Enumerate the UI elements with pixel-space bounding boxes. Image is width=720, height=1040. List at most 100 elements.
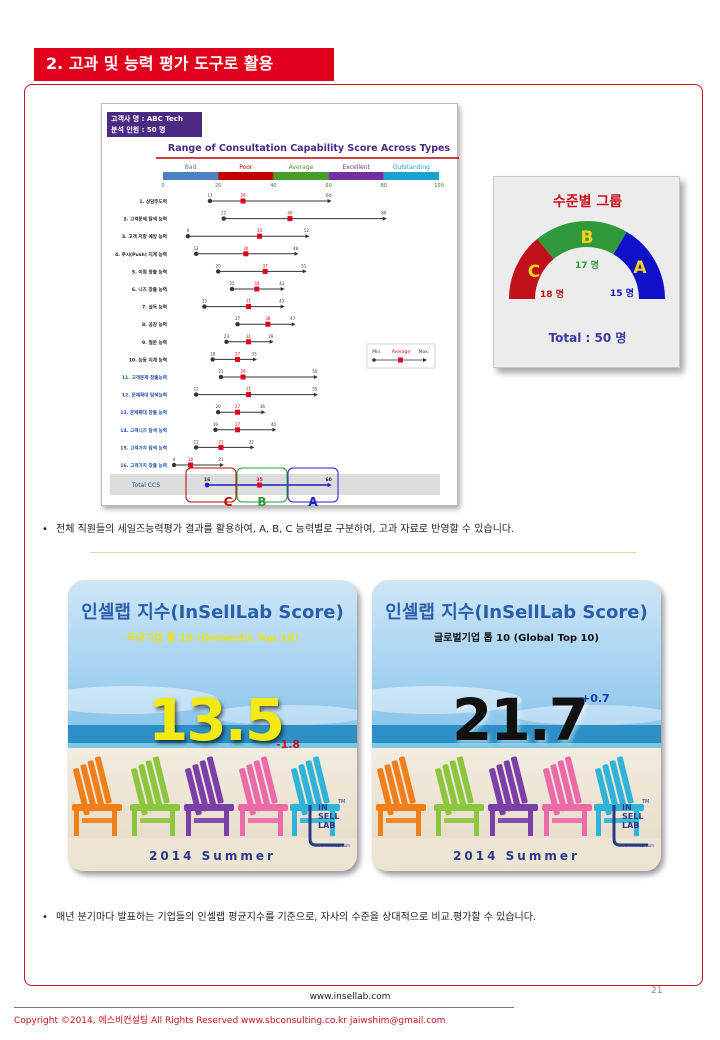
chair-slat [253,760,271,808]
chair-arm [434,804,484,811]
chair-slat [138,764,156,812]
avg-marker [246,392,252,398]
avg-value: 27 [235,422,241,427]
gauge-count-A: 15 명 [610,287,634,299]
beach-chairs-image [68,580,357,871]
chair-slat [291,768,308,816]
min-value: 18 [210,351,216,356]
total-avg-marker [257,482,263,488]
chair-leg [416,810,421,836]
avg-marker [218,444,224,450]
beach-chair [594,756,644,836]
legend-min-point [372,358,376,362]
total-min-value: 16 [204,477,210,483]
avg-value: 37 [263,263,269,268]
chair-slat [449,760,467,808]
score-card-global: 인셀랩 지수(InSellLab Score) 글로벌기업 톱 10 (Glob… [372,580,661,871]
avg-marker [240,374,246,380]
chair-slat [391,760,409,808]
row-label: 5. 이점 창출 능력 [132,268,167,275]
min-point [185,234,191,239]
max-value: 43 [279,281,285,286]
chair-slat [94,756,112,804]
chair-slat [489,768,506,816]
cloud [208,705,357,725]
band-bar-1 [218,172,274,180]
chair-leg [596,810,601,836]
avg-marker [246,339,252,345]
min-value: 22 [221,211,227,216]
row-label: 12. 문제확대 탐색능력 [122,392,167,399]
chair-seat [604,818,634,823]
chair-slat [442,764,460,812]
logo-mark [612,805,648,847]
chair-seat [386,818,416,823]
sea [68,725,357,747]
max-arrow [219,463,224,467]
row-label: 9. 질문 능력 [142,339,167,346]
shore-water [372,743,661,749]
chair-leg [240,810,245,836]
chair-seat [194,818,224,823]
insellab-logo: IN SELL LAB TM www.insellab.com [304,799,350,849]
max-value: 32 [249,439,255,444]
legend-max: Max. [419,349,430,355]
total-label: Total CCS [131,482,160,489]
chair-arm [72,804,122,811]
sand-foreground [372,838,661,871]
max-arrow [269,339,274,344]
max-value: 80 [381,211,387,216]
min-value: 25 [229,281,235,286]
chair-leg [112,810,117,836]
score-card-title: 인셀랩 지수(InSellLab Score) [385,602,648,623]
max-value: 40 [271,422,277,427]
max-value: 43 [279,299,285,304]
chair-slat [131,768,148,816]
chair-slat [496,764,514,812]
copyright: Copyright ©2014, 에스비컨설팅 All Rights Reser… [14,1016,446,1026]
chair-leg [544,810,549,836]
avg-value: 38 [265,316,271,321]
total-max-arrow [327,482,332,488]
beach-chair [184,756,234,836]
footer-rule [14,1007,514,1008]
max-value: 39 [268,334,274,339]
chair-leg [330,810,335,836]
beach-chair [376,756,426,836]
avg-value: 29 [240,369,246,374]
chair-slat [305,760,323,808]
chair-slat [616,756,634,804]
chair-arm [184,804,234,811]
row-label: 7. 설득 능력 [142,304,167,311]
max-value: 55 [312,369,318,374]
analyzed-count: 분석 인원 : 50 명 [111,126,166,134]
min-value: 23 [224,334,230,339]
chair-leg [490,810,495,836]
chair-slat [609,760,627,808]
avg-marker [188,462,194,468]
row-label: 13. 문제확대 창출 능력 [120,409,167,416]
max-value: 52 [304,228,310,233]
section-title: 2. 고과 및 능력 평가 도구로 활용 [34,48,334,80]
group-title: 수준별 그룹 [552,194,623,210]
max-arrow [250,445,255,450]
chair-slat [595,768,612,816]
chair-arm [376,804,426,811]
gauge-letter-A: A [633,258,647,278]
sand-foreground [68,838,357,871]
chair-slat [152,756,170,804]
chair-arm [290,804,340,811]
avg-value: 30 [243,246,249,251]
content-frame [24,84,703,986]
max-arrow [280,304,285,309]
chair-arm [130,804,180,811]
avg-value: 31 [246,334,252,339]
beach-chair [542,756,592,836]
legend-avg-marker [398,357,403,363]
beach-chair [434,756,484,836]
chair-seat [552,818,582,823]
chair-slat [185,768,202,816]
min-point [193,445,199,450]
score-value: 13.5 [148,686,285,754]
chair-slat [503,760,521,808]
